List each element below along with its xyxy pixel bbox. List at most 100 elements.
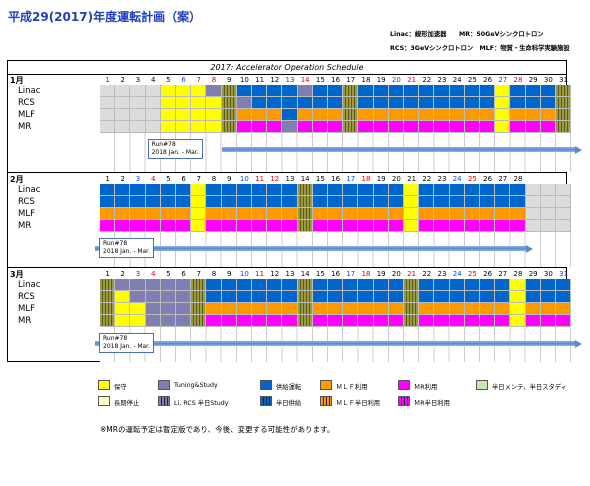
- schedule-cell: [510, 184, 526, 196]
- schedule-cell: [480, 85, 496, 97]
- schedule-cell: [130, 315, 146, 327]
- schedule-cell: [160, 97, 176, 109]
- schedule-cell: [419, 279, 435, 291]
- schedule-cell: [145, 184, 161, 196]
- schedule-cell: [464, 85, 480, 97]
- day-number: 19: [376, 270, 386, 278]
- schedule-cell: [130, 109, 146, 121]
- day-number: 30: [543, 76, 553, 84]
- schedule-cell: [388, 220, 404, 232]
- day-number: 7: [196, 270, 202, 278]
- day-number: 20: [391, 76, 401, 84]
- legend-swatch: [260, 396, 272, 406]
- schedule-cell: [404, 97, 420, 109]
- schedule-cell: [267, 291, 283, 303]
- schedule-cell: [464, 121, 480, 133]
- schedule-cell: [282, 109, 298, 121]
- day-number: 20: [391, 270, 401, 278]
- day-number: 10: [239, 76, 249, 84]
- schedule-cell: [358, 315, 374, 327]
- schedule-cell: [267, 196, 283, 208]
- day-number: 12: [270, 270, 280, 278]
- run-arrow-head: [525, 244, 533, 253]
- footnote: ※MRの運転予定は暫定版であり、今後、変更する可能性があります。: [100, 425, 335, 434]
- run-label-box: Run#78 2018 Jan. - Mar.: [99, 333, 154, 353]
- day-number: 14: [300, 76, 310, 84]
- schedule-cell: [449, 208, 465, 220]
- run-arrow-head: [575, 145, 583, 154]
- day-number: 23: [437, 270, 447, 278]
- schedule-cell: [145, 196, 161, 208]
- schedule-cell: [510, 121, 526, 133]
- schedule-cell: [328, 303, 344, 315]
- schedule-cell: [540, 196, 556, 208]
- schedule-cell: [525, 184, 541, 196]
- run-dates: 2018 Jan. - Mar.: [103, 248, 150, 255]
- schedule-cell: [388, 85, 404, 97]
- schedule-cell: [130, 291, 146, 303]
- schedule-cell: [252, 121, 268, 133]
- schedule-cell: [328, 291, 344, 303]
- schedule-cell: [449, 220, 465, 232]
- schedule-cell: [449, 97, 465, 109]
- day-number: 11: [255, 175, 265, 183]
- schedule-cell: [252, 97, 268, 109]
- schedule-cell: [130, 184, 146, 196]
- day-number: 12: [270, 175, 280, 183]
- schedule-cell: [145, 121, 161, 133]
- schedule-cell: [480, 97, 496, 109]
- day-number: 25: [467, 270, 477, 278]
- schedule-cell: [312, 109, 328, 121]
- day-number: 16: [331, 76, 341, 84]
- legend-swatch: [98, 396, 110, 406]
- row-label-mlf: MLF: [18, 209, 35, 219]
- schedule-cell: [464, 279, 480, 291]
- schedule-cell: [373, 97, 389, 109]
- schedule-cell: [449, 184, 465, 196]
- schedule-cell: [206, 121, 222, 133]
- day-number: 21: [407, 175, 417, 183]
- run-arrow: [221, 147, 576, 152]
- day-number: 21: [407, 270, 417, 278]
- schedule-cell: [130, 208, 146, 220]
- legend-label: ＭR利用: [414, 384, 438, 391]
- schedule-cell: [388, 303, 404, 315]
- schedule-cell: [540, 121, 556, 133]
- legend-label: Tuning&Study: [174, 382, 218, 389]
- schedule-cell: [525, 97, 541, 109]
- schedule-cell: [388, 291, 404, 303]
- facility-legend-line-2: RCS：3GeVシンクロトロン MLF：物質・生命科学実験施設: [390, 45, 570, 52]
- schedule-cell: [419, 184, 435, 196]
- schedule-cell: [388, 196, 404, 208]
- day-number: 26: [483, 175, 493, 183]
- row-label-linac: Linac: [18, 86, 41, 96]
- schedule-cell: [495, 85, 511, 97]
- schedule-cell: [297, 85, 313, 97]
- color-legend: 保守 長期停止 Tuning&Study Li, RCS 半日Study 供給運転 半日供…: [98, 380, 578, 420]
- schedule-cell: [191, 121, 207, 133]
- legend-swatch: [98, 380, 110, 390]
- schedule-cell: [343, 85, 359, 97]
- day-number: 9: [226, 270, 232, 278]
- schedule-cell: [145, 220, 161, 232]
- schedule-cell: [206, 315, 222, 327]
- schedule-cell: [312, 184, 328, 196]
- schedule-cell: [236, 279, 252, 291]
- schedule-cell: [100, 196, 116, 208]
- schedule-cell: [525, 279, 541, 291]
- schedule-cell: [480, 121, 496, 133]
- schedule-cell: [449, 121, 465, 133]
- legend-label: 半日メンテ、半日スタディ: [492, 384, 567, 391]
- schedule-cell: [160, 196, 176, 208]
- schedule-cell: [556, 291, 572, 303]
- schedule-cell: [282, 315, 298, 327]
- legend-swatch: [398, 380, 410, 390]
- schedule-cell: [328, 85, 344, 97]
- day-number: 17: [346, 76, 356, 84]
- row-label-linac: Linac: [18, 280, 41, 290]
- schedule-cell: [297, 208, 313, 220]
- day-number: 5: [166, 76, 171, 84]
- day-number: 18: [361, 76, 371, 84]
- schedule-cell: [328, 121, 344, 133]
- schedule-cell: [434, 85, 450, 97]
